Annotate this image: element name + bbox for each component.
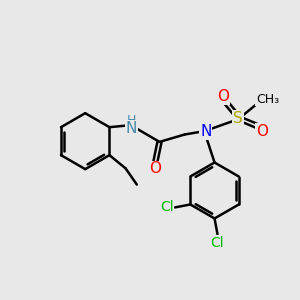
Text: CH₃: CH₃	[256, 93, 279, 106]
Text: S: S	[233, 111, 243, 126]
Text: O: O	[218, 89, 230, 104]
Text: N: N	[126, 121, 137, 136]
Text: O: O	[149, 161, 161, 176]
Text: H: H	[127, 114, 136, 127]
Text: N: N	[200, 124, 212, 139]
Text: O: O	[256, 124, 268, 139]
Text: Cl: Cl	[160, 200, 174, 214]
Text: Cl: Cl	[211, 236, 224, 250]
